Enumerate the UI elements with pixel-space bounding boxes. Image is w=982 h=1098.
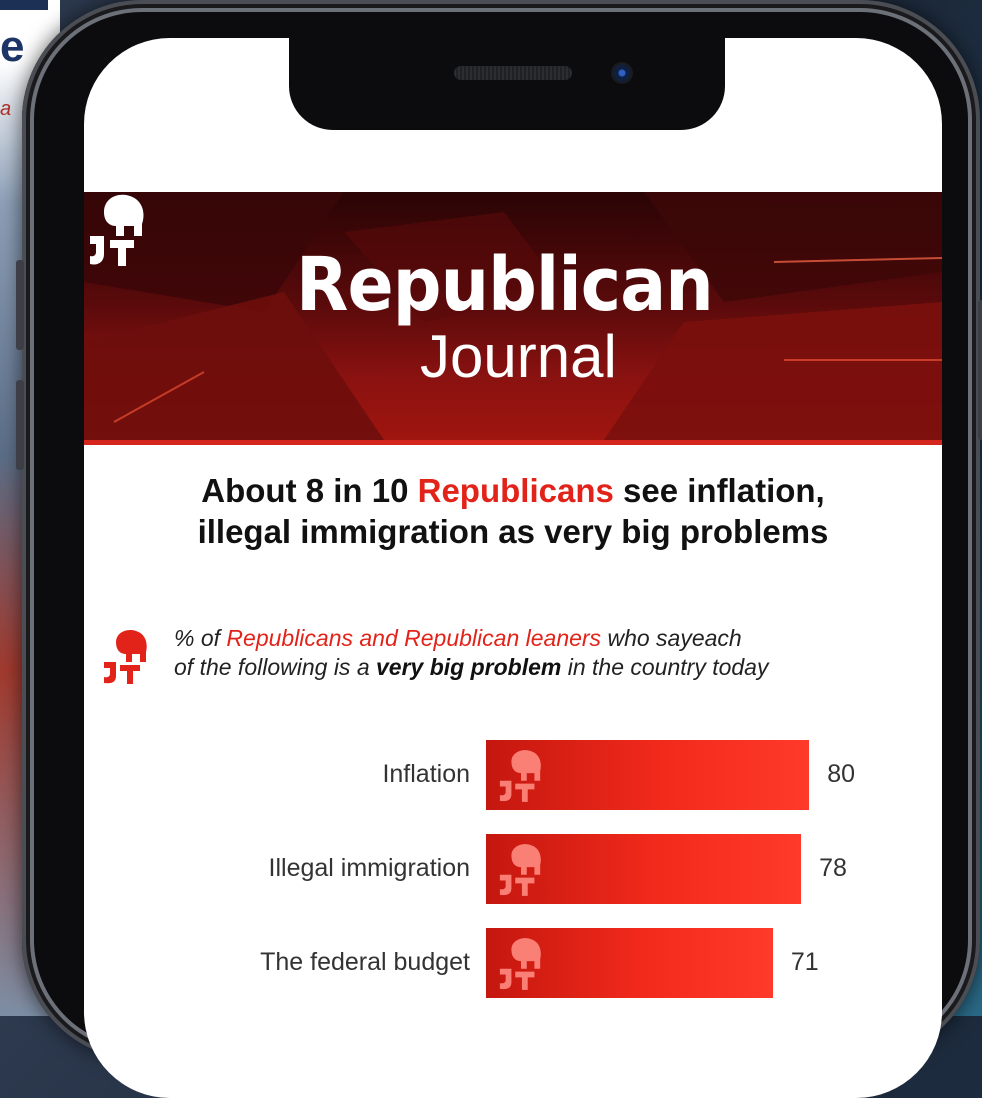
title-text-2: see inflation, bbox=[613, 472, 825, 509]
front-camera bbox=[611, 62, 633, 84]
background-document-subtitle: a bbox=[0, 98, 12, 120]
phone-screen: Republican Journal About 8 in 10 Republi… bbox=[84, 38, 942, 1098]
bar bbox=[486, 834, 802, 904]
logo-subtitle: Journal bbox=[420, 323, 617, 390]
logo-title: Republican bbox=[296, 242, 714, 328]
elephant-bar-icon bbox=[499, 750, 541, 802]
title-highlight: Republicans bbox=[417, 472, 614, 509]
volume-up-button bbox=[16, 260, 24, 350]
subtitle-bold: very big problem bbox=[376, 654, 562, 680]
elephant-note-icon bbox=[104, 630, 147, 684]
subtitle-text-2: who sayeach bbox=[601, 625, 742, 651]
value-label: 71 bbox=[790, 948, 819, 976]
value-label: 80 bbox=[827, 760, 855, 788]
banner-underline bbox=[84, 440, 942, 445]
title-text-1: About 8 in 10 bbox=[201, 472, 418, 509]
subtitle-text-4: in the country today bbox=[561, 654, 769, 680]
elephant-logo-icon bbox=[90, 194, 144, 266]
title-text-3: illegal immigration as very big problems bbox=[197, 513, 829, 550]
subtitle-text-3: of the following is a bbox=[174, 654, 377, 680]
subtitle-text-1: % of bbox=[174, 625, 227, 651]
phone-frame: Republican Journal About 8 in 10 Republi… bbox=[16, 0, 982, 1098]
speaker-grille bbox=[454, 66, 572, 80]
header-banner: Republican Journal bbox=[84, 192, 942, 440]
chart-title: About 8 in 10 Republicans see inflation,… bbox=[104, 470, 922, 552]
bar-chart: Inflation 80 Illegal immigration 78 The fede… bbox=[84, 38, 942, 1098]
category-label: Inflation bbox=[382, 760, 470, 788]
volume-down-button bbox=[16, 380, 24, 470]
phone-notch bbox=[289, 38, 725, 130]
power-button bbox=[978, 300, 982, 440]
subtitle-highlight: Republicans and Republican leaners bbox=[226, 625, 602, 651]
bar bbox=[486, 928, 773, 998]
category-label: Illegal immigration bbox=[268, 854, 470, 882]
bar bbox=[486, 740, 810, 810]
background-document-bar bbox=[0, 0, 48, 10]
elephant-bar-icon bbox=[499, 844, 541, 896]
background-document-letter: e bbox=[0, 22, 25, 71]
chart-subtitle: % of Republicans and Republican leaners … bbox=[174, 624, 914, 682]
banner-pattern bbox=[84, 192, 942, 440]
value-label: 78 bbox=[819, 854, 847, 882]
category-label: The federal budget bbox=[260, 948, 470, 976]
elephant-bar-icon bbox=[499, 938, 541, 990]
